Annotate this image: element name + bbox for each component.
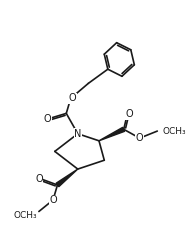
Polygon shape [99,127,125,141]
Text: O: O [44,114,52,124]
Text: O: O [125,109,133,119]
Text: N: N [74,129,81,139]
Text: OCH₃: OCH₃ [14,211,37,219]
Text: O: O [49,195,57,205]
Text: O: O [35,174,43,184]
Text: O: O [69,93,76,103]
Text: OCH₃: OCH₃ [163,126,186,136]
Text: O: O [136,133,143,143]
Polygon shape [56,169,78,187]
